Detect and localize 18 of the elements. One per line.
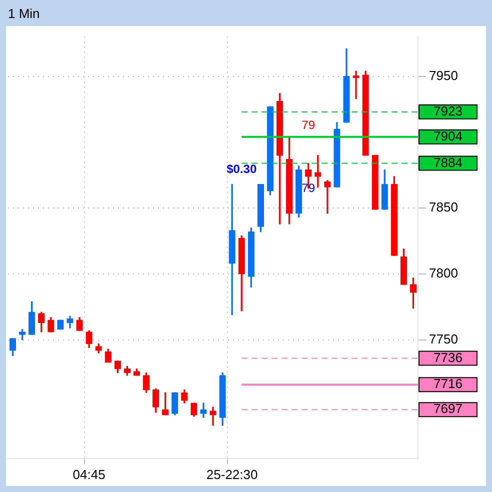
chart-title: 1 Min bbox=[8, 6, 40, 20]
y-tick-label: 7850 bbox=[429, 200, 458, 215]
ref-line-label: 7736 bbox=[434, 350, 462, 365]
x-tick-label: 25-22:30 bbox=[206, 466, 258, 482]
y-tick-label: 7950 bbox=[429, 68, 458, 83]
y-tick-label: 7800 bbox=[429, 266, 458, 281]
ref-line-label: 7697 bbox=[434, 401, 462, 416]
y-tick-label: 7750 bbox=[429, 331, 458, 346]
ref-line-label: 7716 bbox=[434, 376, 462, 392]
annotation: $0.30 bbox=[226, 162, 257, 176]
annotation: 79 bbox=[302, 181, 316, 196]
ref-line-label: 7904 bbox=[434, 128, 462, 144]
candlestick bbox=[228, 184, 236, 316]
annotation: 79 bbox=[302, 118, 316, 132]
x-tick-label: 04:45 bbox=[72, 466, 106, 482]
ref-line-label: 7923 bbox=[434, 103, 462, 118]
candlestick bbox=[210, 406, 216, 426]
ref-line-label: 7884 bbox=[434, 154, 462, 170]
